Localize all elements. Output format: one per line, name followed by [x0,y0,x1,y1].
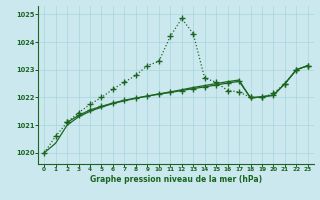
X-axis label: Graphe pression niveau de la mer (hPa): Graphe pression niveau de la mer (hPa) [90,175,262,184]
